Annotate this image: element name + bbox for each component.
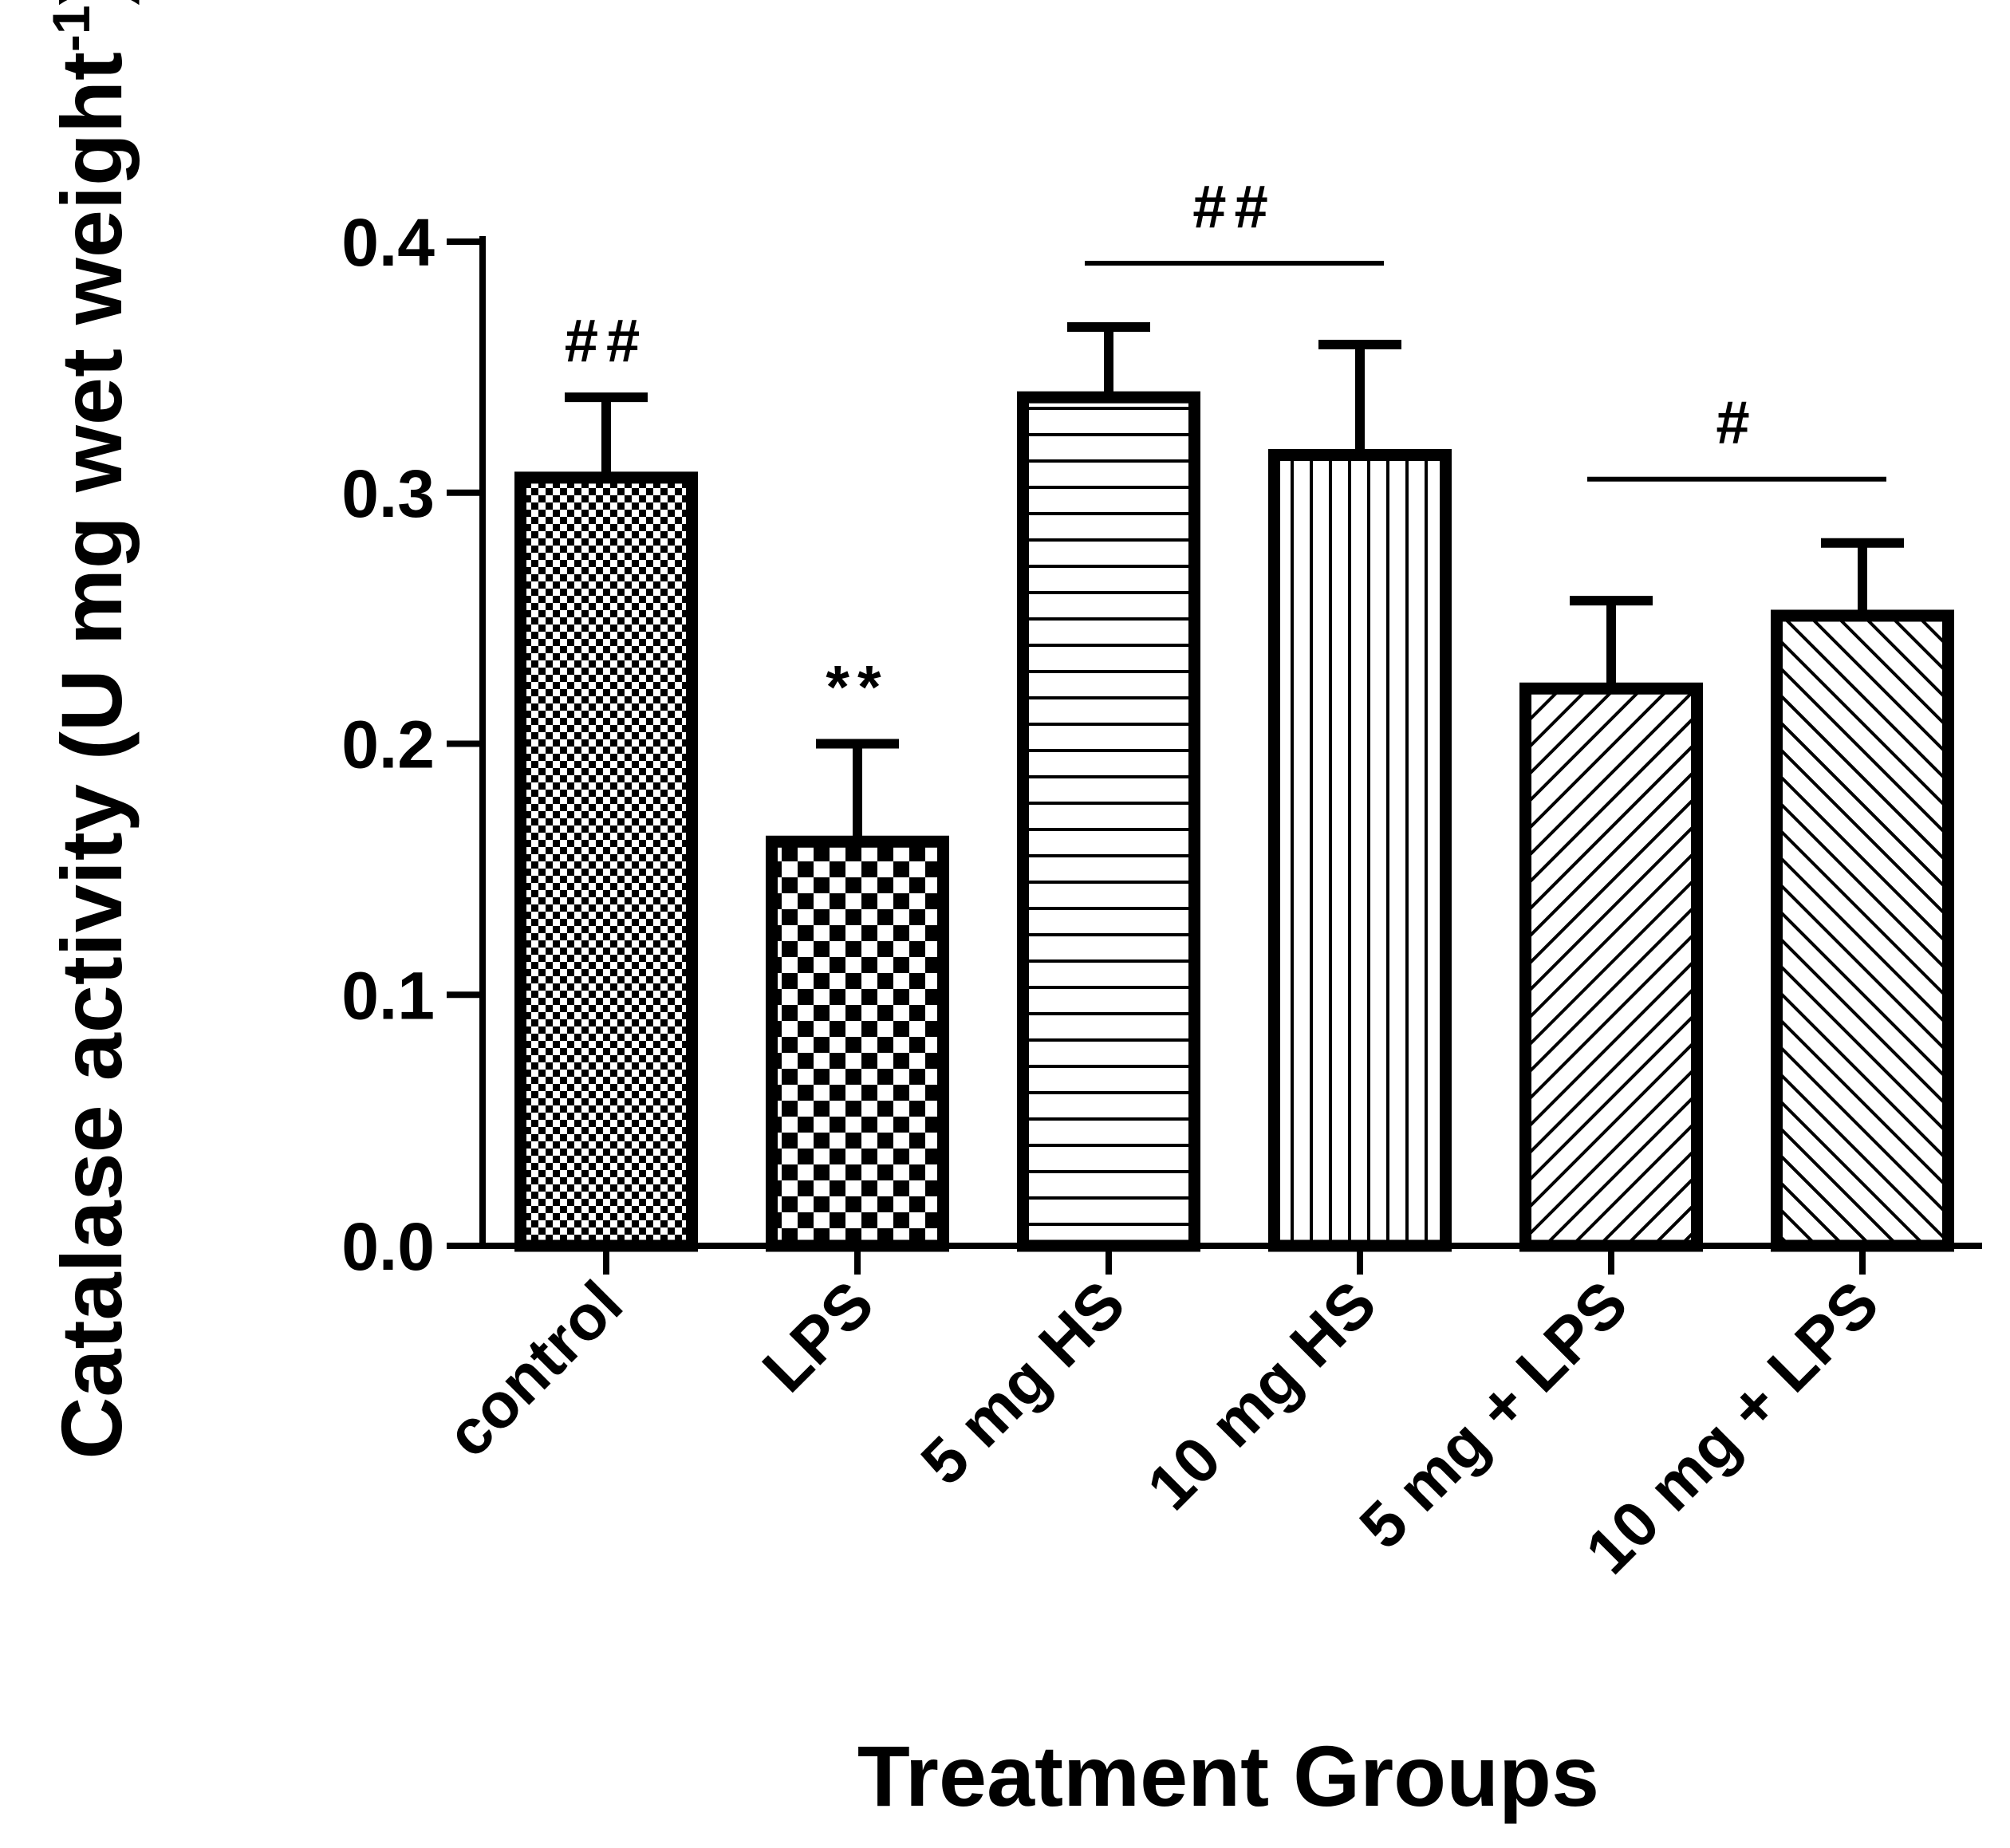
error-bars xyxy=(565,322,1904,842)
y-axis-title-main: Catalase activity (U mg wet weight xyxy=(43,52,140,1460)
bar xyxy=(766,835,949,1252)
y-tick-label: 0.0 xyxy=(341,1209,435,1284)
significance-marker: # xyxy=(1716,389,1757,457)
y-tick-label: 0.1 xyxy=(341,958,435,1033)
x-tick-label: LPS xyxy=(749,1267,887,1405)
y-axis-title-suffix: ) xyxy=(43,0,140,5)
bar xyxy=(1268,449,1452,1252)
x-tick-label: 10 mg HS xyxy=(1133,1267,1389,1523)
y-axis-title-superscript: -1 xyxy=(41,5,100,52)
x-tick-label: 5 mg HS xyxy=(908,1267,1138,1498)
bar xyxy=(1519,682,1703,1252)
significance-marker: ** xyxy=(826,654,889,722)
bar xyxy=(1017,391,1200,1252)
x-axis-title: Treatment Groups xyxy=(857,1728,1599,1824)
bar xyxy=(1771,609,1954,1252)
y-tick-label: 0.4 xyxy=(341,205,435,280)
y-axis-title: Catalase activity (U mg wet weight-1) xyxy=(41,0,140,1460)
axes: 0.0 0.1 0.2 0.3 0.4 xyxy=(341,205,1982,1284)
y-tick-label: 0.2 xyxy=(341,707,435,782)
x-tick-label: control xyxy=(432,1267,636,1471)
significance-marker: ## xyxy=(1192,173,1276,241)
bars xyxy=(514,391,1954,1252)
significance-marker: ## xyxy=(565,307,648,375)
bar xyxy=(514,471,698,1252)
y-tick-label: 0.3 xyxy=(341,456,435,531)
annotations: ##**### xyxy=(565,173,1886,722)
